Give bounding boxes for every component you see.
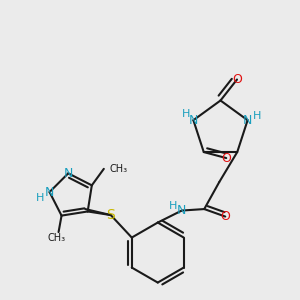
- Text: N: N: [64, 167, 73, 180]
- Text: H: H: [252, 111, 261, 121]
- Text: S: S: [106, 208, 115, 222]
- Text: H: H: [36, 193, 45, 203]
- Text: N: N: [243, 114, 252, 127]
- Text: O: O: [232, 73, 242, 86]
- Text: CH₃: CH₃: [109, 164, 127, 174]
- Text: N: N: [45, 185, 54, 199]
- Text: H: H: [182, 109, 190, 119]
- Text: H: H: [169, 201, 177, 211]
- Text: N: N: [189, 114, 198, 127]
- Text: O: O: [220, 210, 230, 223]
- Text: O: O: [221, 152, 231, 165]
- Text: CH₃: CH₃: [48, 232, 66, 242]
- Text: N: N: [177, 204, 186, 217]
